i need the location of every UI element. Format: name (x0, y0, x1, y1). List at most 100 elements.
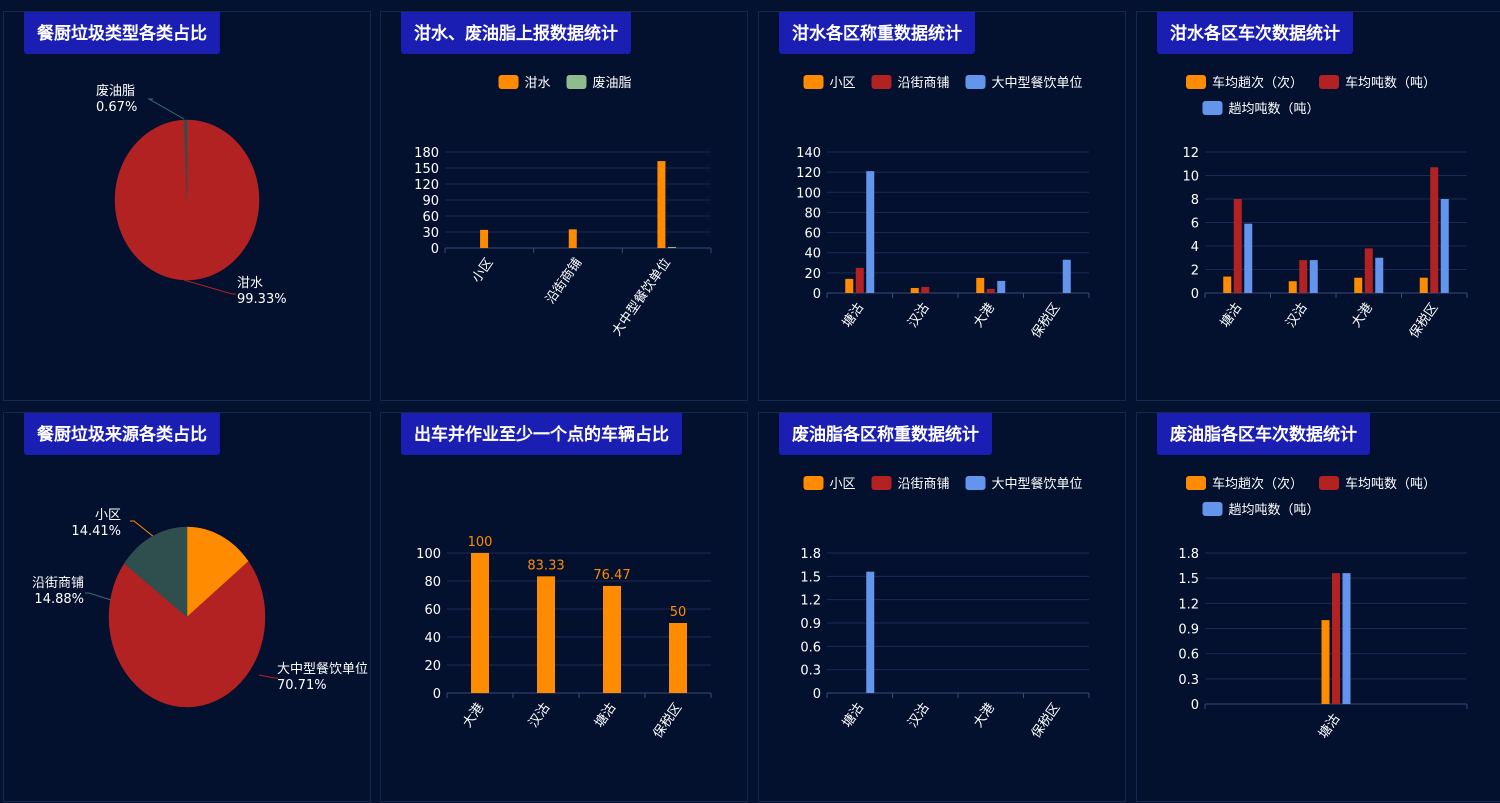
panel-title: 废油脂各区车次数据统计 (1157, 413, 1370, 455)
pie-label-line (130, 520, 155, 538)
bar (1430, 167, 1439, 293)
bar (1375, 257, 1384, 293)
bar-value-label: 83.33 (527, 558, 564, 573)
legend-swatch (803, 476, 824, 490)
panel-title: 餐厨垃圾类型各类占比 (24, 12, 220, 54)
legend-swatch (965, 476, 986, 490)
y-tick-label: 80 (804, 206, 821, 221)
bar (921, 286, 930, 293)
legend-swatch (566, 75, 587, 89)
bar (1309, 260, 1318, 293)
bar (1288, 281, 1297, 293)
pie-label-line (258, 674, 278, 679)
legend-swatch (1202, 101, 1223, 115)
bar (1321, 620, 1330, 704)
pie-slice-name: 大中型餐饮单位 (277, 661, 368, 677)
pie-slice-name: 沿街商铺 (32, 576, 84, 591)
panel-title: 泔水、废油脂上报数据统计 (401, 12, 631, 54)
bar (480, 229, 489, 248)
bar (1233, 199, 1242, 293)
legend-swatch (871, 75, 892, 89)
legend-label: 趟均吨数（吨） (1229, 102, 1320, 117)
bar (1364, 248, 1373, 293)
legend-label: 大中型餐饮单位 (992, 476, 1083, 492)
bar-value-label: 76.47 (593, 568, 630, 583)
pie-slice-percent: 14.41% (71, 524, 121, 539)
bar (1419, 277, 1428, 293)
bar (667, 246, 676, 248)
y-tick-label: 0 (433, 687, 441, 702)
panel-swill-trips: 泔水各区车次数据统计 车均趟次（次） 车均吨数（吨） 趟均吨数（吨） 0 2 4 6 8 10 1… (1136, 11, 1500, 401)
x-category-label: 大中型餐饮单位 (609, 255, 674, 339)
legend-swatch (803, 75, 824, 89)
bar (537, 576, 555, 693)
pie-label-line (85, 592, 112, 601)
x-category-label: 保税区 (651, 701, 686, 742)
y-tick-label: 40 (424, 631, 441, 646)
y-tick-label: 60 (804, 227, 821, 242)
y-tick-label: 4 (1191, 240, 1199, 255)
panel-type-ratio: 餐厨垃圾类型各类占比 泔水 99.33% 废油脂 0.67% (3, 11, 371, 401)
legend-swatch (1186, 476, 1206, 490)
legend-label: 废油脂 (593, 75, 632, 91)
panel-oil-trips: 废油脂各区车次数据统计 车均趟次（次） 车均吨数（吨） 趟均吨数（吨） 0 0.3 0.6… (1136, 412, 1500, 802)
y-tick-label: 12 (1182, 146, 1199, 161)
x-category-label: 沿街商铺 (543, 256, 585, 307)
x-category-label: 保税区 (1029, 701, 1064, 742)
bar (1244, 223, 1253, 293)
legend-label: 大中型餐饮单位 (992, 75, 1083, 91)
y-tick-label: 2 (1191, 264, 1199, 279)
x-category-label: 大港 (971, 301, 998, 331)
pie-slice-percent: 14.88% (34, 592, 84, 607)
legend-swatch (1186, 75, 1206, 89)
y-tick-label: 100 (796, 186, 821, 201)
bar (669, 623, 687, 693)
panel-report-stats: 泔水、废油脂上报数据统计 泔水 废油脂 0 30 60 90 120 150 180 小区 沿街商铺… (380, 11, 748, 401)
y-tick-label: 0.3 (1178, 673, 1199, 688)
bar (1440, 199, 1449, 293)
bar (657, 161, 666, 248)
x-category-label: 汉沽 (905, 301, 932, 331)
legend-label: 车均趟次（次） (1212, 476, 1303, 492)
y-tick-label: 0.6 (1178, 648, 1199, 663)
y-tick-label: 80 (424, 575, 441, 590)
x-category-label: 塘沽 (1217, 300, 1245, 330)
legend-label: 车均吨数（吨） (1345, 476, 1436, 492)
y-tick-label: 1.5 (1178, 572, 1199, 587)
bar (866, 571, 875, 693)
y-tick-label: 100 (416, 547, 441, 562)
y-tick-label: 1.5 (800, 570, 821, 585)
y-tick-label: 150 (414, 162, 439, 177)
y-tick-label: 20 (424, 659, 441, 674)
x-category-label: 汉沽 (1283, 301, 1310, 331)
y-tick-label: 0 (813, 287, 821, 302)
legend-label: 沿街商铺 (898, 76, 950, 91)
y-tick-label: 1.8 (1178, 547, 1199, 562)
pie-slice-name: 小区 (95, 508, 121, 523)
y-tick-label: 1.2 (800, 594, 821, 609)
legend-label: 泔水 (525, 76, 551, 91)
panel-title: 出车并作业至少一个点的车辆占比 (401, 413, 682, 455)
panel-oil-weight: 废油脂各区称重数据统计 小区 沿街商铺 大中型餐饮单位 0 0.3 0.6 0.9 1.2 1.… (758, 412, 1126, 802)
y-tick-label: 0.9 (1178, 623, 1199, 638)
bar (976, 277, 985, 293)
bar (603, 585, 621, 693)
bar-chart-oil-weight: 小区 沿街商铺 大中型餐饮单位 0 0.3 0.6 0.9 1.2 1.5 1.8 塘沽 汉沽 大港 保税… (800, 476, 1090, 742)
y-tick-label: 10 (1182, 170, 1199, 185)
x-category-label: 大港 (1349, 301, 1376, 331)
bar (1299, 260, 1308, 293)
y-tick-label: 0.6 (800, 640, 821, 655)
x-category-label: 汉沽 (526, 701, 553, 731)
bar (1332, 573, 1340, 704)
bar (855, 267, 864, 293)
y-tick-label: 140 (796, 146, 821, 161)
y-tick-label: 90 (422, 194, 439, 209)
panel-vehicle-ratio: 出车并作业至少一个点的车辆占比 0 20 40 60 80 100 100 大港 83.33 汉沽… (380, 412, 748, 802)
pie-label-line (183, 279, 236, 295)
pie-slice-percent: 99.33% (237, 292, 287, 307)
panel-source-ratio: 餐厨垃圾来源各类占比 小区 14.41% 大中型餐饮单位 70.71% 沿街商铺 14.8… (3, 412, 371, 802)
bar (1223, 276, 1232, 293)
